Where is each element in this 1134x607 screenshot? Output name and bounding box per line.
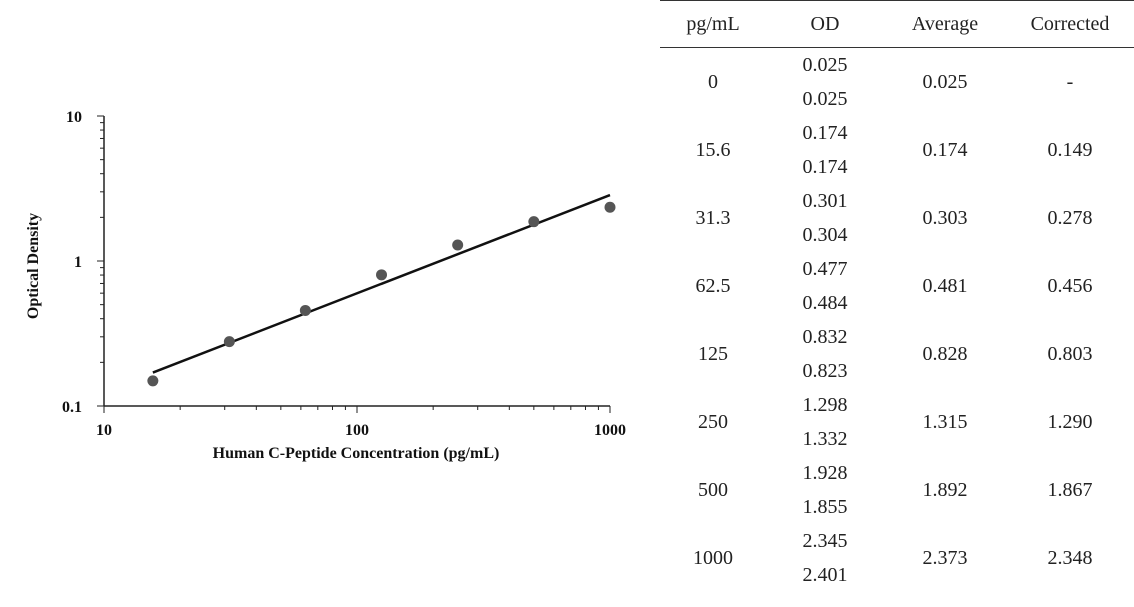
- table-row: 0.025: [660, 82, 1134, 116]
- header-od: OD: [766, 0, 884, 48]
- cell-od: 0.025: [802, 53, 848, 76]
- cell-average: 1.892: [922, 478, 968, 501]
- table-row: 0 0.025 0.025 -: [660, 48, 1134, 93]
- cell-od: 0.174: [802, 155, 848, 178]
- cell-corrected: 0.803: [1047, 342, 1093, 365]
- table-row: 0.484: [660, 286, 1134, 320]
- cell-corrected: 0.149: [1047, 138, 1093, 161]
- cell-average: 0.174: [922, 138, 968, 161]
- table-row: 250 1.298 1.315 1.290: [660, 388, 1134, 433]
- cell-average: 2.373: [922, 546, 968, 569]
- cell-od: 1.928: [802, 461, 848, 484]
- table-row: 500 1.928 1.892 1.867: [660, 456, 1134, 501]
- cell-od: 1.332: [802, 427, 848, 450]
- data-point: [528, 216, 540, 228]
- cell-corrected: 1.867: [1047, 478, 1093, 501]
- table-row: 125 0.832 0.828 0.803: [660, 320, 1134, 365]
- x-tick-label: 1000: [594, 422, 626, 439]
- cell-average: 0.828: [922, 342, 968, 365]
- standard-curve-chart: 0.1 1 10 10 100 1000 Human C-Peptide Concentra…: [25, 109, 626, 462]
- y-tick-label: 1: [74, 254, 82, 271]
- cell-corrected: -: [1066, 70, 1074, 93]
- table-row: 0.304: [660, 218, 1134, 252]
- table-row: 31.3 0.301 0.303 0.278: [660, 184, 1134, 229]
- table-row: 62.5 0.477 0.481 0.456: [660, 252, 1134, 297]
- cell-average: 1.315: [922, 410, 968, 433]
- chart-svg: 0.1 1 10 10 100 1000 Human C-Peptide Concentra…: [25, 109, 626, 462]
- standard-data-table-container: pg/mL OD Average Corrected 0 0.025 0.025-0…: [660, 0, 1134, 592]
- data-point: [376, 269, 388, 281]
- y-axis-title: Optical Density: [25, 213, 42, 319]
- cell-average: 0.481: [922, 274, 968, 297]
- table-row: 1.855: [660, 490, 1134, 524]
- standard-data-table: pg/mL OD Average Corrected 0 0.025 0.025-0…: [660, 0, 1134, 592]
- data-point: [299, 304, 311, 316]
- cell-od: 0.832: [802, 325, 848, 348]
- y-tick-label: 0.1: [62, 399, 82, 416]
- y-tick-label: 10: [66, 109, 82, 126]
- cell-concentration: 1000: [693, 546, 733, 569]
- cell-concentration: 500: [698, 478, 728, 501]
- cell-average: 0.025: [922, 70, 968, 93]
- cell-od: 1.298: [802, 393, 848, 416]
- x-tick-label: 10: [96, 422, 112, 439]
- table-row: 0.174: [660, 150, 1134, 184]
- cell-average: 0.303: [922, 206, 968, 229]
- cell-od: 0.025: [802, 87, 848, 110]
- header-average: Average: [884, 0, 1006, 48]
- x-axis-title: Human C-Peptide Concentration (pg/mL): [213, 445, 500, 462]
- data-point: [147, 375, 159, 387]
- cell-corrected: 2.348: [1047, 546, 1093, 569]
- x-tick-label: 100: [345, 422, 369, 439]
- table-row: 1000 2.345 2.373 2.348: [660, 524, 1134, 569]
- table-header-row: pg/mL OD Average Corrected: [660, 0, 1134, 48]
- cell-corrected: 0.456: [1047, 274, 1093, 297]
- table-row: 1.332: [660, 422, 1134, 456]
- cell-od: 0.301: [802, 189, 848, 212]
- data-point: [452, 239, 464, 251]
- header-concentration: pg/mL: [660, 0, 766, 48]
- table-body: 0 0.025 0.025 - 0.025 15.6 0.174 0.174 0.149 0.17…: [660, 48, 1134, 593]
- data-point: [223, 336, 235, 348]
- table-row: 0.823: [660, 354, 1134, 388]
- data-point: [604, 201, 616, 213]
- cell-od: 2.345: [802, 529, 848, 552]
- cell-od: 0.477: [802, 257, 848, 280]
- cell-concentration: 125: [698, 342, 728, 365]
- cell-od: 0.823: [802, 359, 848, 382]
- fit-line: [152, 193, 611, 374]
- cell-od: 1.855: [802, 495, 848, 518]
- cell-concentration: 250: [698, 410, 728, 433]
- cell-od: 2.401: [802, 563, 848, 586]
- cell-corrected: 1.290: [1047, 410, 1093, 433]
- cell-concentration: 62.5: [695, 274, 731, 297]
- header-corrected: Corrected: [1006, 0, 1134, 48]
- table-row: 2.401: [660, 558, 1134, 592]
- cell-concentration: 15.6: [695, 138, 731, 161]
- cell-od: 0.174: [802, 121, 848, 144]
- cell-concentration: 31.3: [695, 206, 731, 229]
- table-header: pg/mL OD Average Corrected: [660, 0, 1134, 48]
- cell-od: 0.304: [802, 223, 848, 246]
- table-row: 15.6 0.174 0.174 0.149: [660, 116, 1134, 161]
- cell-corrected: 0.278: [1047, 206, 1093, 229]
- cell-od: 0.484: [802, 291, 848, 314]
- cell-concentration: 0: [708, 70, 718, 93]
